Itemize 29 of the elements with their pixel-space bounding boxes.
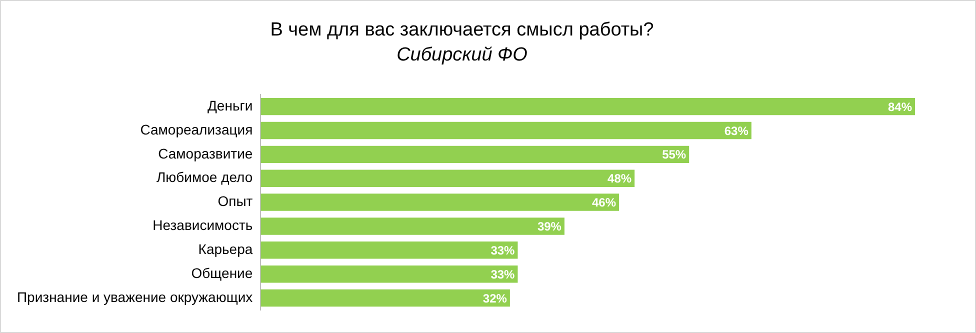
data-label: 63% (724, 124, 749, 138)
bar (260, 194, 619, 211)
chart-subtitle: Сибирский ФО (396, 44, 528, 66)
data-label: 55% (662, 148, 686, 162)
y-tick-label: Независимость (152, 217, 253, 234)
y-tick-label: Признание и уважение окружающих (16, 288, 253, 305)
bar (260, 122, 752, 140)
bar (260, 242, 518, 259)
bar (260, 98, 915, 116)
chart-title: В чем для вас заключается смысл работы? (270, 20, 654, 41)
bar (260, 170, 635, 187)
y-tick-label: Самореализация (140, 121, 253, 138)
y-tick-label: Опыт (218, 193, 254, 210)
data-label: 33% (490, 243, 516, 258)
data-label: 33% (490, 267, 516, 282)
y-tick-label: Деньги (207, 97, 253, 114)
y-tick-label: Общение (191, 264, 253, 281)
bar (260, 146, 690, 164)
bar (260, 265, 518, 283)
bar (260, 289, 510, 307)
data-label: 32% (482, 291, 508, 306)
data-label: 39% (537, 220, 562, 234)
data-label: 84% (888, 100, 912, 114)
y-tick-label: Любимое дело (156, 169, 253, 186)
y-tick-label: Саморазвитие (158, 145, 253, 162)
bar (260, 218, 564, 235)
data-label: 48% (608, 172, 632, 186)
y-tick-label: Карьера (198, 241, 253, 258)
data-label: 46% (592, 196, 616, 210)
